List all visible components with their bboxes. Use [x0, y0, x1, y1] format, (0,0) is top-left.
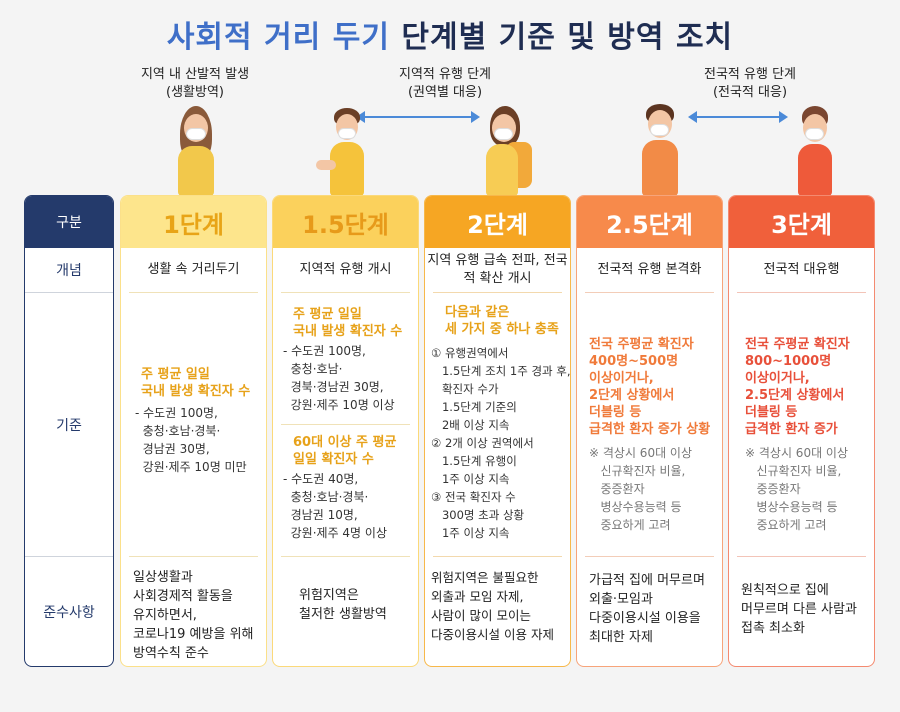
- page-title: 사회적 거리 두기 단계별 기준 및 방역 조치: [0, 12, 900, 56]
- compliance-label: 준수사항: [43, 604, 95, 621]
- concept-label: 개념: [56, 263, 82, 279]
- criteria-list: - 수도권 100명, 충청·호남·경북· 경남권 30명, 강원·제주 10명…: [135, 406, 247, 474]
- criteria-note: ※ 격상시 60대 이상 신규확진자 비율, 중증환자 병상수용능력 등 중요하…: [745, 446, 849, 532]
- level-concept: 생활 속 거리두기: [147, 262, 240, 277]
- divider: [433, 292, 562, 293]
- divider: [737, 556, 866, 557]
- criteria-list: - 수도권 40명, 충청·호남·경북· 경남권 10명, 강원·제주 4명 이…: [283, 472, 387, 540]
- phase-caption-line: 지역 내 산발적 발생: [140, 67, 250, 82]
- level-name: 1.5단계: [273, 196, 418, 248]
- level-name: 2.5단계: [577, 196, 722, 248]
- divider: [25, 292, 113, 293]
- level-compliance: 일상생활과 사회경제적 활동을 유지하면서, 코로나19 예방을 위해 방역수칙…: [133, 570, 254, 661]
- level-column-1: 1단계 생활 속 거리두기 주 평균 일일 국내 발생 확진자 수 - 수도권 …: [120, 195, 267, 667]
- person-illustration: [790, 106, 840, 196]
- person-illustration: [316, 108, 378, 196]
- phase-caption-line: (생활방역): [166, 85, 224, 100]
- person-illustration: [478, 106, 534, 196]
- level-compliance: 위험지역은 불필요한 외출과 모임 자제, 사람이 많이 모이는 다중이용시설 …: [431, 570, 554, 642]
- criteria-highlight: 전국 주평균 확진자 400명~500명 이상이거나, 2단계 상황에서 더블링…: [589, 337, 711, 437]
- criteria-highlight: 주 평균 일일 국내 발생 확진자 수: [293, 307, 403, 339]
- level-criteria: 주 평균 일일 국내 발생 확진자 수 - 수도권 100명, 충청·호남·경북…: [121, 366, 266, 476]
- divider: [737, 292, 866, 293]
- level-column-3: 3단계 전국적 대유행 전국 주평균 확진자 800~1000명 이상이거나, …: [728, 195, 875, 667]
- divider: [129, 292, 258, 293]
- divider: [281, 556, 410, 557]
- row-label-column: 구분 개념 기준 준수사항: [24, 195, 114, 667]
- level-compliance: 원칙적으로 집에 머무르며 다른 사람과 접촉 최소화: [741, 583, 857, 636]
- level-criteria: 전국 주평균 확진자 400명~500명 이상이거나, 2단계 상황에서 더블링…: [577, 336, 722, 534]
- level-concept: 전국적 대유행: [763, 262, 840, 277]
- divider: [585, 292, 714, 293]
- phase-caption-line: (권역별 대응): [407, 85, 483, 100]
- divider: [129, 556, 258, 557]
- level-concept: 전국적 유행 본격화: [597, 262, 702, 277]
- level-criteria: 전국 주평균 확진자 800~1000명 이상이거나, 2.5단계 상황에서 더…: [729, 336, 874, 534]
- person-illustration: [172, 106, 222, 196]
- title-part1: 사회적 거리 두기: [166, 20, 390, 55]
- criteria-highlight: 다음과 같은 세 가지 중 하나 충족: [445, 305, 559, 337]
- level-name: 2단계: [425, 196, 570, 248]
- criteria-highlight: 주 평균 일일 국내 발생 확진자 수: [141, 367, 251, 399]
- divider: [25, 556, 113, 557]
- criteria-highlight: 전국 주평균 확진자 800~1000명 이상이거나, 2.5단계 상황에서 더…: [745, 337, 850, 437]
- phase-caption-line: (전국적 대응): [712, 85, 788, 100]
- phase-caption-national: 전국적 유행 단계 (전국적 대응): [665, 66, 835, 102]
- level-concept: 지역적 유행 개시: [299, 262, 392, 277]
- phase-caption-regional: 지역적 유행 단계 (권역별 대응): [360, 66, 530, 102]
- title-part2: 단계별 기준 및 방역 조치: [389, 20, 734, 55]
- level-column-1-5: 1.5단계 지역적 유행 개시 주 평균 일일 국내 발생 확진자 수 - 수도…: [272, 195, 419, 667]
- divider: [281, 424, 410, 425]
- divider: [585, 556, 714, 557]
- range-arrow-regional: [356, 111, 480, 123]
- range-arrow-national: [688, 111, 788, 123]
- divider: [281, 292, 410, 293]
- criteria-list: - 수도권 100명, 충청·호남· 경북·경남권 30명, 강원·제주 10명…: [283, 344, 395, 412]
- criteria-highlight: 60대 이상 주 평균 일일 확진자 수: [293, 435, 397, 467]
- person-illustration: [636, 104, 684, 196]
- level-criteria: 다음과 같은 세 가지 중 하나 충족 ① 유행권역에서 1.5단계 조치 1주…: [425, 304, 570, 542]
- level-name: 3단계: [729, 196, 874, 248]
- level-column-2-5: 2.5단계 전국적 유행 본격화 전국 주평균 확진자 400명~500명 이상…: [576, 195, 723, 667]
- level-compliance: 위험지역은 철저한 생활방역: [299, 588, 387, 622]
- level-compliance: 가급적 집에 머무르며 외출·모임과 다중이용시설 이용을 최대한 자제: [589, 573, 705, 645]
- level-name: 1단계: [121, 196, 266, 248]
- criteria-list: ① 유행권역에서 1.5단계 조치 1주 경과 후, 확진자 수가 1.5단계 …: [431, 346, 571, 540]
- phase-caption-line: 지역적 유행 단계: [399, 67, 491, 82]
- header-label: 구분: [25, 196, 113, 248]
- level-criteria: 주 평균 일일 국내 발생 확진자 수 - 수도권 100명, 충청·호남· 경…: [273, 306, 418, 414]
- criteria-note: ※ 격상시 60대 이상 신규확진자 비율, 중증환자 병상수용능력 등 중요하…: [589, 446, 693, 532]
- criteria-label: 기준: [56, 417, 82, 434]
- level-column-2: 2단계 지역 유행 급속 전파, 전국적 확산 개시 다음과 같은 세 가지 중…: [424, 195, 571, 667]
- phase-caption-line: 전국적 유행 단계: [704, 67, 796, 82]
- level-criteria-secondary: 60대 이상 주 평균 일일 확진자 수 - 수도권 40명, 충청·호남·경북…: [273, 434, 418, 542]
- phase-caption-local: 지역 내 산발적 발생 (생활방역): [120, 66, 270, 102]
- divider: [433, 556, 562, 557]
- level-concept: 지역 유행 급속 전파, 전국적 확산 개시: [427, 253, 568, 286]
